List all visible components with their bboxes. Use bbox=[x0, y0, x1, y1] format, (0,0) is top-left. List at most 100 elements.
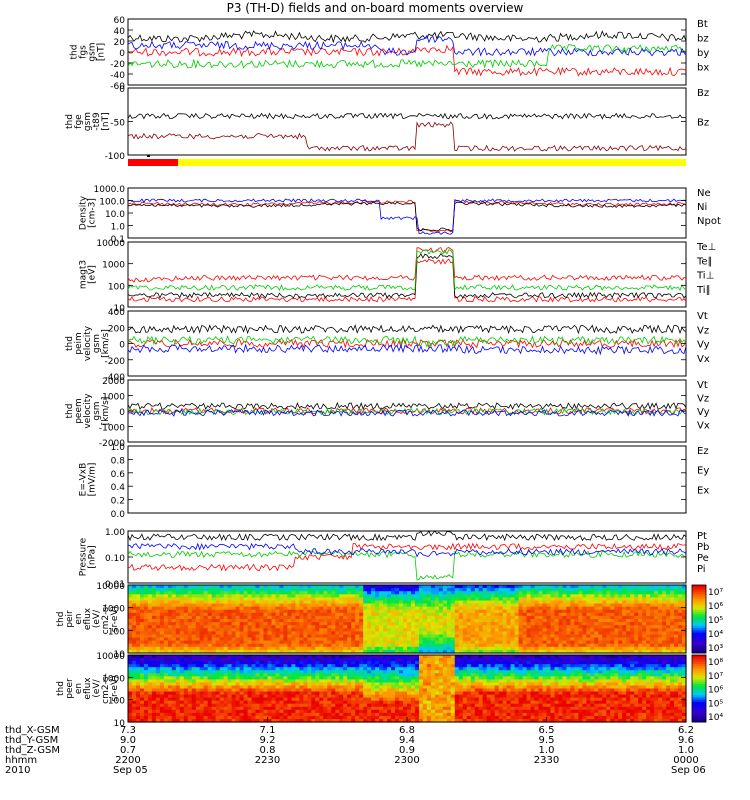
y-tick-label: 0.4 bbox=[111, 483, 126, 493]
colorbar-cell bbox=[692, 675, 706, 678]
legend-label: Ti∥ bbox=[696, 285, 711, 296]
legend-label: Ni bbox=[697, 202, 707, 213]
x-axis-row-label: thd_X-GSM bbox=[5, 725, 60, 736]
series-line-bz bbox=[127, 121, 687, 152]
legend-label: Pi bbox=[697, 564, 706, 575]
legend-label: bz bbox=[697, 34, 709, 45]
y-tick-label: -200 bbox=[105, 357, 126, 367]
series-line-ti⊥ bbox=[127, 247, 687, 283]
colorbar-cell bbox=[692, 621, 706, 625]
colorbar-cell bbox=[692, 659, 706, 663]
colorbar-cell bbox=[692, 625, 706, 629]
y-axis-label: gsm bbox=[92, 334, 102, 353]
y-tick-label: 1000 bbox=[102, 605, 125, 615]
legend-label: by bbox=[697, 48, 709, 59]
y-tick-label: 0.10 bbox=[105, 554, 125, 564]
y-tick-label: 0.8 bbox=[111, 456, 126, 466]
y-axis-label: cm2-s- bbox=[101, 673, 111, 704]
y-tick-label: -2000 bbox=[99, 439, 125, 449]
panel-peir: 10⁷ 10⁶ 10⁵ 10⁴ 10³ 10000 1000 100 10 thd peir en ef… bbox=[56, 582, 723, 660]
y-axis-label: gsm bbox=[88, 42, 98, 61]
series-line-te∥ bbox=[127, 252, 687, 299]
colorbar-cell bbox=[692, 648, 706, 652]
y-axis-label: en bbox=[74, 683, 84, 694]
y-axis-label: peem bbox=[74, 398, 84, 424]
panel-peem: 2000 1000 0 -1000 -2000 thd peem velocity gsm [km… bbox=[65, 377, 710, 449]
y-axis-label: sr-eV) bbox=[110, 675, 120, 701]
x-axis-value: 0000 bbox=[673, 755, 698, 766]
y-tick-label: 1000.0 bbox=[94, 185, 126, 195]
y-axis-label: cm2-s- bbox=[101, 604, 111, 635]
panel-frame bbox=[127, 187, 687, 239]
colorbar-cell bbox=[692, 598, 706, 602]
colorbar-cell bbox=[692, 661, 706, 665]
colorbar-cell bbox=[692, 643, 706, 647]
panel-fge: 0 -50 -100 thd fge gsm -t89 [nT] Bz Bz bbox=[65, 85, 709, 162]
x-axis-value: 9.4 bbox=[399, 735, 415, 746]
y-tick-label: -60 bbox=[110, 82, 125, 92]
x-axis-value: 9.2 bbox=[260, 735, 276, 746]
y-tick-label: 10000 bbox=[96, 652, 125, 662]
series-line-pi bbox=[127, 542, 687, 558]
y-tick-label: 100 bbox=[108, 697, 125, 707]
y-tick-label: 40 bbox=[114, 27, 126, 37]
colorbar-cell bbox=[692, 688, 706, 692]
colorbar-tick-label: 10⁷ bbox=[708, 672, 723, 682]
y-tick-label: 0 bbox=[119, 49, 125, 59]
colorbar-cell bbox=[692, 609, 706, 613]
colorbar-cell bbox=[692, 585, 706, 588]
y-axis-label: [mV/m] bbox=[88, 463, 98, 497]
colorbar-cell bbox=[692, 587, 706, 591]
y-tick-label: -40 bbox=[110, 71, 125, 81]
legend-label: Ex bbox=[697, 485, 709, 496]
y-axis-label: en bbox=[74, 613, 84, 624]
y-tick-label: 10000 bbox=[96, 239, 125, 249]
colorbar-cell bbox=[692, 677, 706, 681]
x-axis-value: 0.9 bbox=[399, 745, 415, 756]
x-axis-value: 7.3 bbox=[120, 725, 136, 736]
colorbar-cell bbox=[692, 657, 706, 660]
y-tick-label: -20 bbox=[110, 60, 125, 70]
colorbar-cell bbox=[692, 672, 706, 676]
series-line-bx bbox=[127, 34, 687, 57]
mode-bar-segment bbox=[178, 159, 686, 166]
colorbar-cell bbox=[692, 623, 706, 627]
y-axis-label: gsm bbox=[92, 401, 102, 420]
y-tick-label: 1000 bbox=[102, 674, 125, 684]
colorbar-cell bbox=[692, 596, 706, 600]
legend-label: Vy bbox=[697, 340, 710, 351]
colorbar-tick-label: 10³ bbox=[708, 644, 723, 654]
y-tick-label: 0 bbox=[119, 408, 125, 418]
colorbar-cell bbox=[692, 639, 706, 643]
colorbar-cell bbox=[692, 697, 706, 701]
colorbar-cell bbox=[692, 666, 706, 669]
y-tick-label: -400 bbox=[105, 373, 126, 383]
mode-bar-segment bbox=[128, 159, 179, 166]
x-axis-date-label: Sep 06 bbox=[671, 765, 706, 776]
y-tick-label: 200 bbox=[108, 324, 125, 334]
panel-temp: 10000 1000 100 10 magt3 [eV] Te⊥ Te∥ Ti⊥ Ti∥ bbox=[79, 239, 717, 314]
series-line-bt bbox=[127, 30, 687, 44]
y-tick-label: 0 bbox=[119, 85, 125, 95]
panel-peim: 400 200 0 -200 -400 thd peim velocity gsm [km/s] V… bbox=[65, 308, 710, 383]
colorbar-cell bbox=[692, 713, 706, 716]
y-tick-label: 10000 bbox=[96, 582, 125, 592]
y-tick-label: 1.00 bbox=[105, 528, 125, 538]
y-axis-label: [km/s] bbox=[101, 329, 111, 358]
mode-marker bbox=[147, 155, 150, 157]
panel-density: 1000.0 100.0 10.0 1.0 0.1 Density [cm-3] Ne Ni Np… bbox=[79, 185, 721, 245]
colorbar-cell bbox=[692, 710, 706, 714]
legend-label: Ti⊥ bbox=[696, 271, 714, 282]
colorbar-cell bbox=[692, 632, 706, 636]
panel-frame bbox=[127, 310, 687, 377]
y-axis-label: thd bbox=[65, 336, 75, 351]
series-line-by bbox=[127, 44, 687, 69]
colorbar-tick-label: 10⁶ bbox=[708, 602, 723, 612]
y-axis-label: [eV] bbox=[88, 265, 98, 284]
colorbar-cell bbox=[692, 605, 706, 609]
colorbar-cell bbox=[692, 670, 706, 674]
colorbar-tick-label: 10⁶ bbox=[708, 686, 723, 696]
y-tick-label: 10 bbox=[114, 719, 126, 729]
colorbar-cell bbox=[692, 708, 706, 712]
